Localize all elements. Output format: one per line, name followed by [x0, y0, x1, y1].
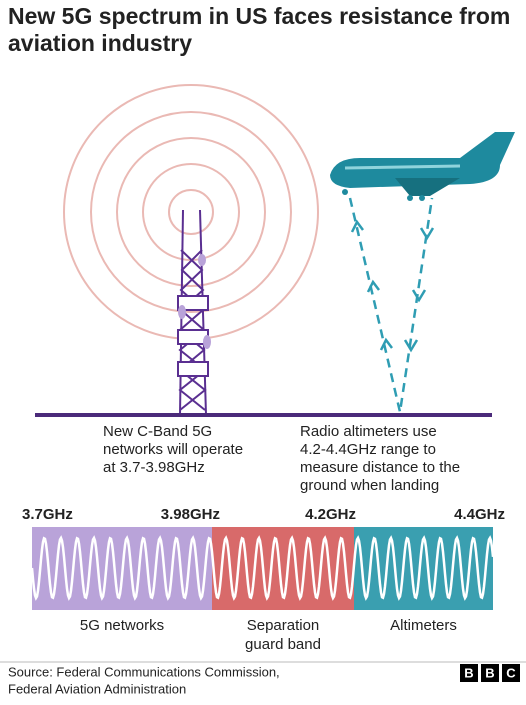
source: Source: Federal Communications Commissio…	[8, 664, 280, 679]
altimeter-note: ground when landing	[300, 477, 439, 494]
logo-letter: B	[485, 665, 494, 680]
band-label: Separation	[247, 617, 320, 634]
logo-box	[502, 664, 520, 682]
tick-label: 4.4GHz	[454, 506, 505, 523]
source: Federal Aviation Administration	[8, 681, 186, 696]
altimeter-note: 4.2-4.4GHz range to	[300, 441, 436, 458]
wave	[30, 535, 495, 601]
airplane	[330, 132, 515, 201]
band-label: Altimeters	[390, 617, 457, 634]
band-label: 5G networks	[80, 617, 164, 634]
tower-note: New C-Band 5G	[103, 423, 212, 440]
logo-box	[460, 664, 478, 682]
tick-label: 3.98GHz	[161, 506, 220, 523]
logo-letter: B	[464, 665, 473, 680]
tick-label: 4.2GHz	[305, 506, 356, 523]
title: aviation industry	[8, 30, 192, 56]
radio-signal	[348, 197, 435, 413]
tower-note: networks will operate	[103, 441, 243, 458]
tick-label: 3.7GHz	[22, 506, 73, 523]
altimeter-note: Radio altimeters use	[300, 423, 437, 440]
band-label: guard band	[245, 636, 321, 653]
tower	[177, 209, 211, 416]
logo-box	[481, 664, 499, 682]
title: New 5G spectrum in US faces resistance f…	[8, 3, 510, 29]
logo-letter: C	[506, 665, 516, 680]
spectrum-bar: 5G networks Separation guard band Altimeter…	[22, 506, 505, 653]
altimeter-note: measure distance to the	[300, 459, 460, 476]
tower-note: at 3.7-3.98GHz	[103, 459, 205, 476]
